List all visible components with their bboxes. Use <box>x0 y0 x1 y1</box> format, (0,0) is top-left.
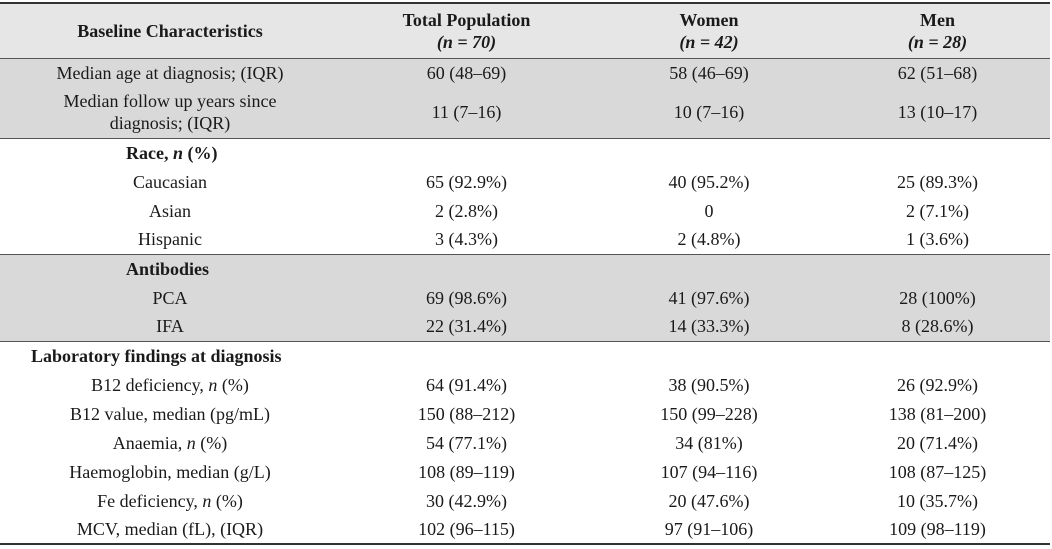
table-row-ifa: IFA 22 (31.4%) 14 (33.3%) 8 (28.6%) <box>0 312 1050 341</box>
row-label: Anaemia, n (%) <box>112 432 228 453</box>
cell-men: 8 (28.6%) <box>825 312 1050 341</box>
cell-men: 138 (81–200) <box>888 403 987 424</box>
table-header-row: Baseline Characteristics Total Populatio… <box>0 2 1050 59</box>
cell-women: 58 (46–69) <box>593 58 825 87</box>
table-row-b12-value: B12 value, median (pg/mL) 150 (88–212) 1… <box>0 399 1050 428</box>
cell-men: 10 (35.7%) <box>897 490 978 511</box>
cell-men: 25 (89.3%) <box>897 171 978 192</box>
cell-women: 107 (94–116) <box>660 461 758 482</box>
header-total-n: (n = 70) <box>436 31 497 52</box>
cell-men: 1 (3.6%) <box>906 229 969 250</box>
cell-women: 38 (90.5%) <box>668 374 750 395</box>
row-label: Hispanic <box>138 229 202 250</box>
cell-total: 30 (42.9%) <box>426 490 507 511</box>
cell-men: 109 (98–119) <box>825 515 1050 545</box>
cell-total: 22 (31.4%) <box>340 312 593 341</box>
row-label: B12 deficiency, n (%) <box>91 374 249 395</box>
header-women-title: Women <box>679 9 739 30</box>
cell-men: 108 (87–125) <box>888 461 987 482</box>
cell-men: 2 (7.1%) <box>906 200 969 221</box>
header-total-population: Total Population (n = 70) <box>340 2 593 59</box>
table-row-haemoglobin: Haemoglobin, median (g/L) 108 (89–119) 1… <box>0 457 1050 486</box>
cell-women: 14 (33.3%) <box>593 312 825 341</box>
cell-total: 102 (96–115) <box>340 515 593 545</box>
section-heading-race: Race, n (%) <box>0 137 340 167</box>
row-label: IFA <box>0 312 340 341</box>
table-row-hispanic: Hispanic 3 (4.3%) 2 (4.8%) 1 (3.6%) <box>0 225 1050 254</box>
cell-total: 64 (91.4%) <box>426 374 507 395</box>
cell-women: 10 (7–16) <box>593 87 825 138</box>
cell-women: 0 <box>704 200 714 221</box>
row-label: B12 value, median (pg/mL) <box>70 403 270 424</box>
cell-total: 65 (92.9%) <box>426 171 507 192</box>
cell-total: 150 (88–212) <box>417 403 516 424</box>
row-label: PCA <box>0 283 340 312</box>
row-label: Asian <box>149 200 191 221</box>
table-row-mcv: MCV, median (fL), (IQR) 102 (96–115) 97 … <box>0 515 1050 545</box>
table-row-race-heading: Race, n (%) <box>0 137 1050 167</box>
cell-total: 2 (2.8%) <box>435 200 498 221</box>
cell-women: 2 (4.8%) <box>677 229 741 250</box>
cell-women: 34 (81%) <box>675 432 743 453</box>
header-men-title: Men <box>920 9 955 30</box>
table-row-lab-heading: Laboratory findings at diagnosis <box>0 340 1050 370</box>
row-label: Median age at diagnosis; (IQR) <box>0 58 340 87</box>
table-row-pca: PCA 69 (98.6%) 41 (97.6%) 28 (100%) <box>0 283 1050 312</box>
table-row-age: Median age at diagnosis; (IQR) 60 (48–69… <box>0 58 1050 87</box>
cell-men: 20 (71.4%) <box>897 432 978 453</box>
cell-total: 3 (4.3%) <box>435 229 498 250</box>
table-row-fe-deficiency: Fe deficiency, n (%) 30 (42.9%) 20 (47.6… <box>0 486 1050 515</box>
cell-total: 11 (7–16) <box>340 87 593 138</box>
table-row-b12-deficiency: B12 deficiency, n (%) 64 (91.4%) 38 (90.… <box>0 370 1050 399</box>
row-label: Haemoglobin, median (g/L) <box>69 461 271 482</box>
cell-men: 26 (92.9%) <box>897 374 978 395</box>
header-women-n: (n = 42) <box>679 31 739 52</box>
row-label: Fe deficiency, n (%) <box>97 490 243 511</box>
cell-women: 40 (95.2%) <box>668 171 750 192</box>
table-row-caucasian: Caucasian 65 (92.9%) 40 (95.2%) 25 (89.3… <box>0 167 1050 196</box>
cell-total: 54 (77.1%) <box>426 432 507 453</box>
cell-women: 97 (91–106) <box>593 515 825 545</box>
cell-total: 108 (89–119) <box>418 461 515 482</box>
cell-women: 41 (97.6%) <box>593 283 825 312</box>
section-heading-lab-findings: Laboratory findings at diagnosis <box>0 340 340 370</box>
header-men: Men (n = 28) <box>825 2 1050 59</box>
cell-women: 20 (47.6%) <box>668 490 750 511</box>
table-row-anaemia: Anaemia, n (%) 54 (77.1%) 34 (81%) 20 (7… <box>0 428 1050 457</box>
cell-total: 69 (98.6%) <box>340 283 593 312</box>
header-baseline-characteristics: Baseline Characteristics <box>0 2 340 59</box>
table-row-followup: Median follow up years since diagnosis; … <box>0 87 1050 138</box>
section-heading-antibodies: Antibodies <box>0 253 340 283</box>
table-row-antibodies-heading: Antibodies <box>0 253 1050 283</box>
header-men-n: (n = 28) <box>907 31 968 52</box>
row-label: Caucasian <box>133 171 207 192</box>
cell-men: 28 (100%) <box>825 283 1050 312</box>
header-women: Women (n = 42) <box>593 2 825 59</box>
cell-men: 13 (10–17) <box>825 87 1050 138</box>
table-row-asian: Asian 2 (2.8%) 0 2 (7.1%) <box>0 196 1050 225</box>
row-label: Median follow up years since diagnosis; … <box>0 87 340 138</box>
cell-men: 62 (51–68) <box>825 58 1050 87</box>
header-total-title: Total Population <box>402 9 531 30</box>
row-label: MCV, median (fL), (IQR) <box>0 515 340 545</box>
cell-total: 60 (48–69) <box>340 58 593 87</box>
cell-women: 150 (99–228) <box>660 403 758 424</box>
